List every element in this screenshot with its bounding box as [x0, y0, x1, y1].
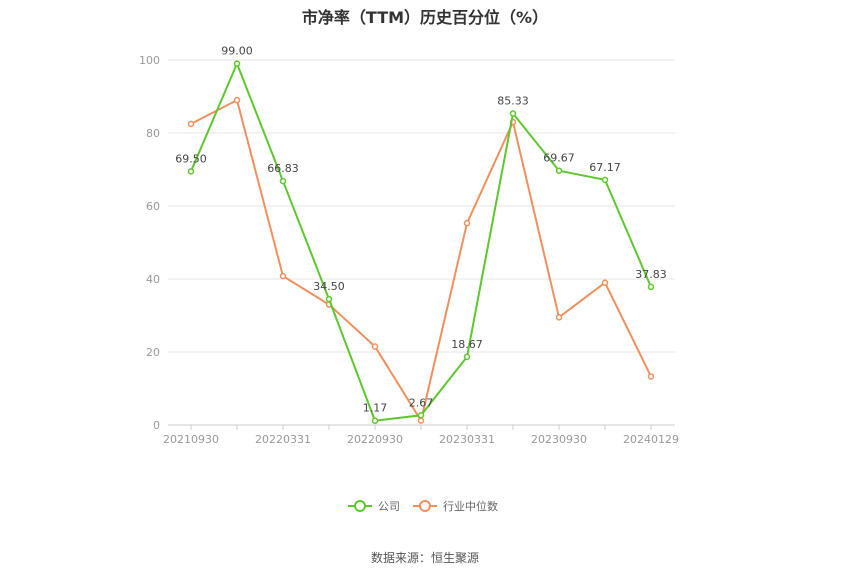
y-tick-label: 80 — [146, 127, 160, 140]
x-tick-label: 20240129 — [623, 433, 679, 446]
legend-label[interactable]: 公司 — [378, 500, 400, 513]
data-label: 69.50 — [175, 152, 207, 165]
data-point — [187, 168, 195, 175]
series-line — [190, 61, 652, 422]
legend-marker[interactable] — [419, 500, 431, 512]
data-point — [279, 177, 287, 185]
data-point — [509, 110, 517, 117]
y-tick-label: 100 — [139, 54, 160, 67]
y-tick-label: 60 — [146, 200, 160, 213]
data-label: 1.17 — [363, 402, 388, 415]
data-point — [555, 167, 563, 174]
legend-marker[interactable] — [354, 500, 366, 512]
chart-title: 市净率（TTM）历史百分位（%） — [301, 8, 549, 27]
data-point — [371, 343, 379, 350]
y-tick-label: 20 — [146, 346, 160, 359]
x-tick-label: 20220331 — [255, 433, 311, 446]
data-point — [325, 295, 333, 303]
data-point — [601, 279, 609, 286]
data-point — [463, 353, 471, 361]
x-tick-label: 20220930 — [347, 433, 403, 446]
data-label: 2.67 — [409, 396, 434, 409]
x-tick-label: 20230331 — [439, 433, 495, 446]
series-line — [190, 98, 652, 424]
data-label: 69.67 — [543, 152, 575, 165]
data-point — [417, 412, 425, 419]
data-point — [233, 96, 241, 104]
data-point — [601, 176, 609, 184]
data-point — [555, 314, 563, 321]
data-point — [417, 417, 425, 424]
data-label: 37.83 — [635, 268, 667, 281]
data-point — [647, 373, 655, 380]
y-tick-label: 0 — [153, 419, 160, 432]
data-point — [463, 219, 471, 227]
data-point — [279, 272, 287, 280]
data-point — [187, 120, 195, 128]
data-point — [371, 417, 379, 424]
y-tick-label: 40 — [146, 273, 160, 286]
data-label: 99.00 — [221, 45, 253, 58]
data-label: 85.33 — [497, 95, 529, 108]
legend-label[interactable]: 行业中位数 — [443, 499, 498, 513]
data-label: 18.67 — [451, 338, 483, 351]
data-label: 66.83 — [267, 162, 299, 175]
x-tick-label: 20210930 — [163, 433, 219, 446]
data-point — [647, 283, 655, 291]
data-point — [233, 60, 241, 67]
x-tick-label: 20230930 — [531, 433, 587, 446]
data-label: 34.50 — [313, 280, 345, 293]
source-note: 数据来源：恒生聚源 — [370, 551, 479, 565]
data-label: 67.17 — [589, 161, 621, 174]
